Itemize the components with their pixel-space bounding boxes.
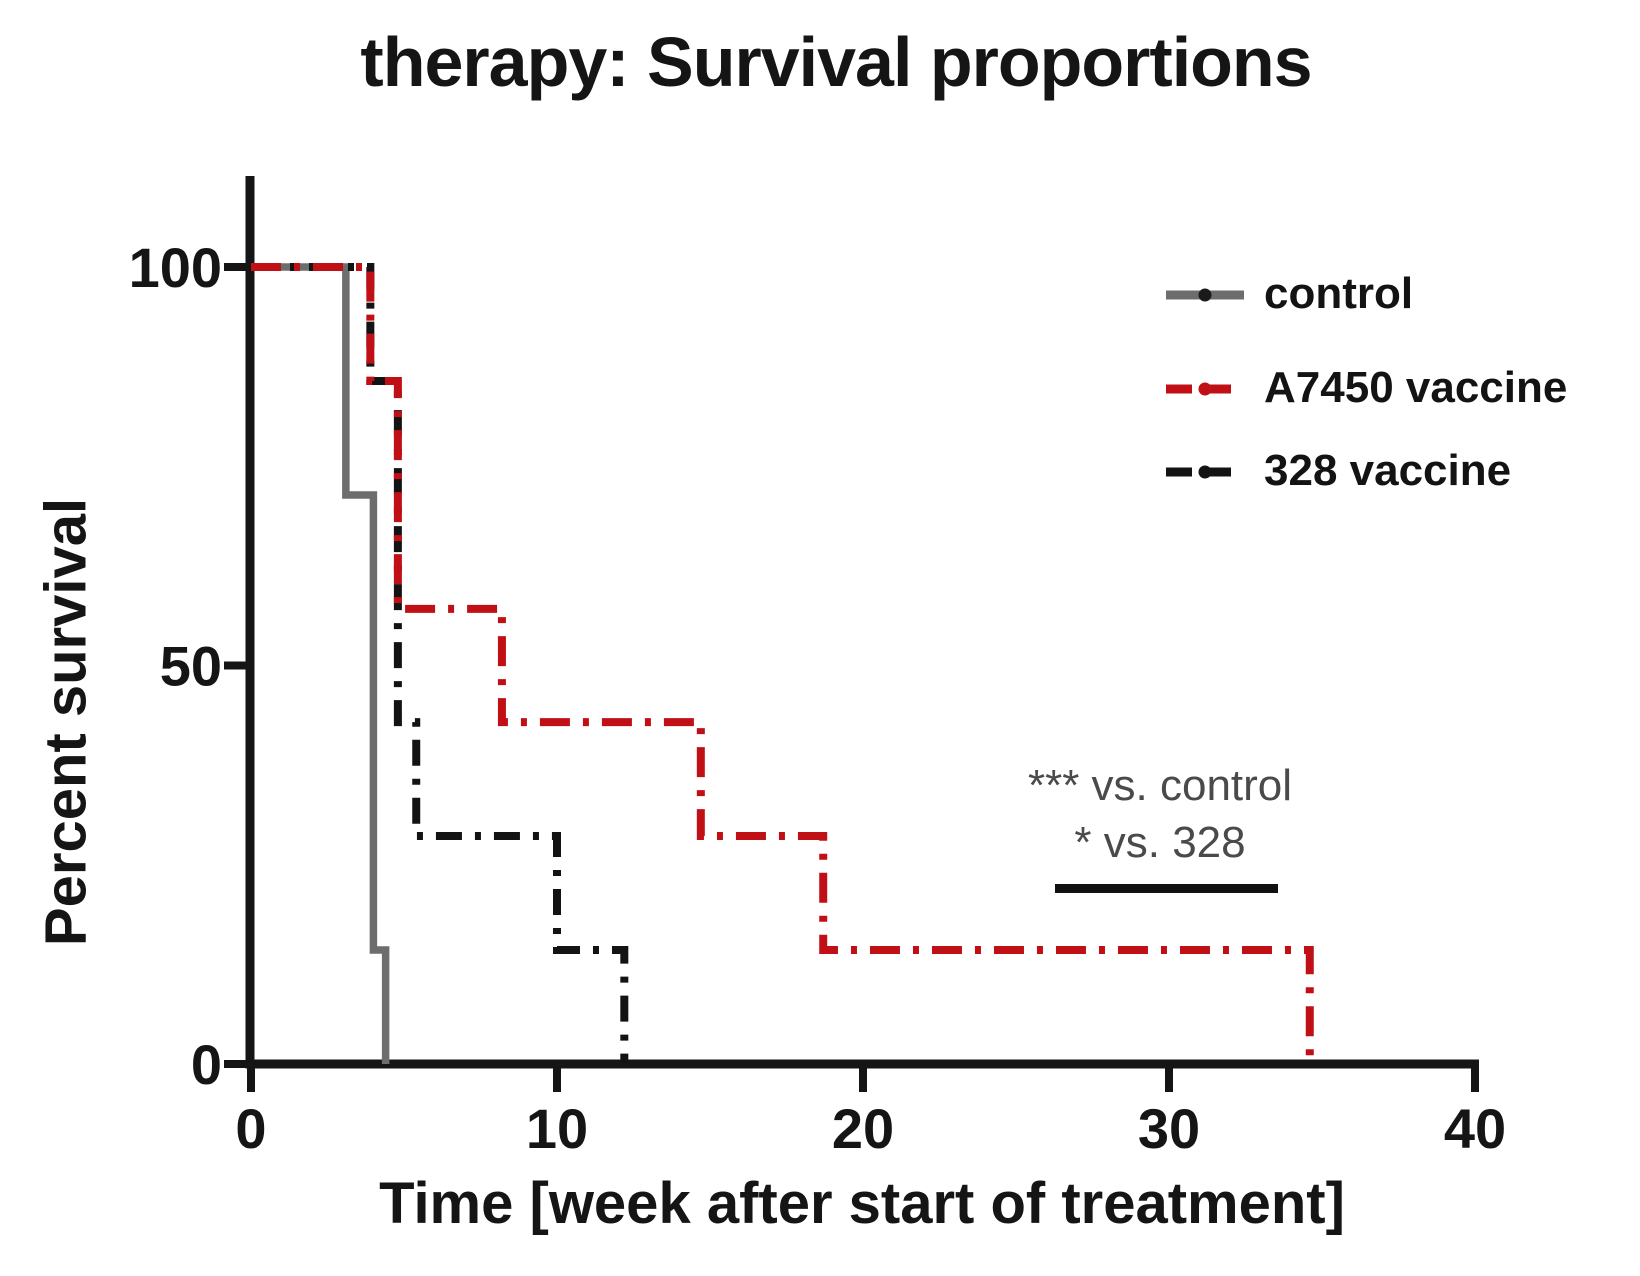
x-tick-label: 30 bbox=[1138, 1097, 1200, 1160]
x-tick-label: 20 bbox=[832, 1097, 894, 1160]
legend-label-328-vaccine: 328 vaccine bbox=[1264, 446, 1512, 495]
y-tick-label: 100 bbox=[129, 236, 222, 299]
legend-marker-dot-328-vaccine bbox=[1198, 465, 1212, 479]
series-line-328-vaccine bbox=[251, 263, 629, 1064]
legend-label-a7450-vaccine: A7450 vaccine bbox=[1264, 363, 1568, 412]
chart-title: therapy: Survival proportions bbox=[360, 23, 1312, 101]
x-axis-title: Time [week after start of treatment] bbox=[379, 1171, 1345, 1236]
series-line-control bbox=[251, 263, 390, 1064]
x-tick-label: 0 bbox=[235, 1097, 266, 1160]
x-tick-label: 40 bbox=[1444, 1097, 1506, 1160]
legend-marker-dot-control bbox=[1198, 288, 1212, 302]
legend-label-control: control bbox=[1264, 269, 1414, 318]
y-tick-label: 50 bbox=[160, 635, 222, 698]
annotation-vs-328: * vs. 328 bbox=[1074, 818, 1246, 867]
annotation-vs-control: *** vs. control bbox=[1027, 761, 1293, 810]
y-tick-label: 0 bbox=[191, 1033, 222, 1096]
legend-marker-dot-a7450-vaccine bbox=[1198, 382, 1212, 396]
x-tick-label: 10 bbox=[526, 1097, 588, 1160]
series-line-a7450-vaccine bbox=[251, 263, 1314, 1064]
significance-bar bbox=[1055, 884, 1278, 893]
